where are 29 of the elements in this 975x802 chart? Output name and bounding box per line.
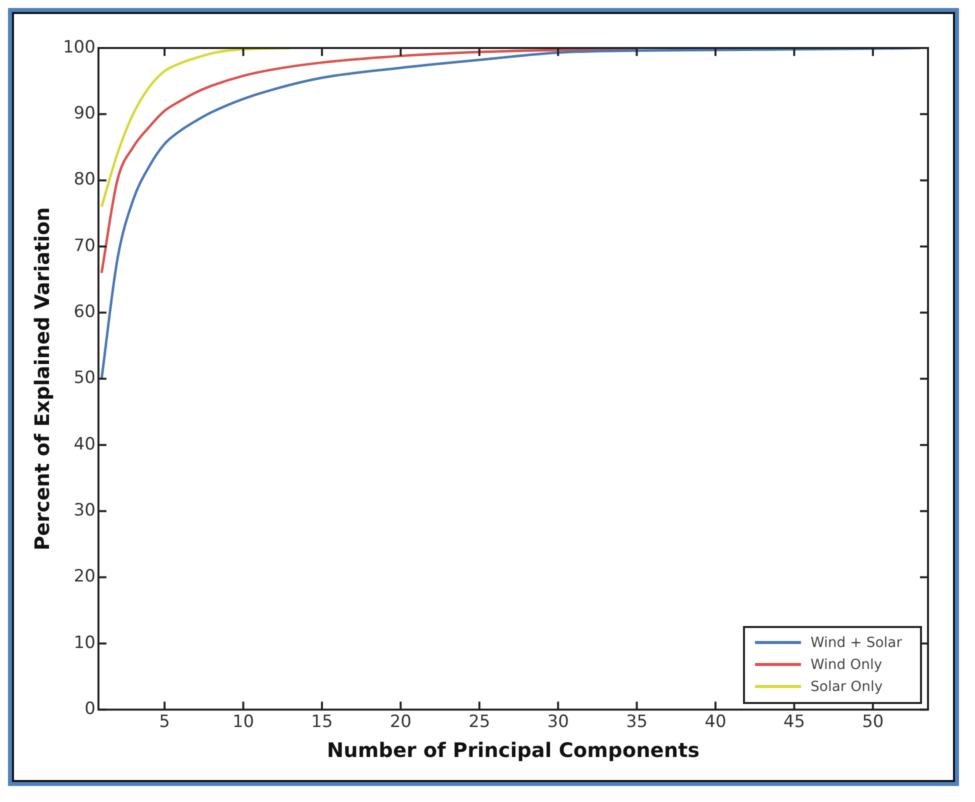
x-tick-label: 50 xyxy=(862,712,884,732)
x-tick-label: 15 xyxy=(311,712,333,732)
y-tick-label: 30 xyxy=(74,500,96,521)
y-tick-label: 60 xyxy=(74,302,96,322)
y-tick-label: 10 xyxy=(74,632,96,653)
x-tick-label: 10 xyxy=(232,712,254,732)
legend-label: Wind + Solar xyxy=(810,634,902,653)
legend-label: Wind Only xyxy=(810,656,882,675)
y-tick-label: 90 xyxy=(74,104,96,124)
x-tick-label: 5 xyxy=(159,712,170,732)
x-tick-label: 35 xyxy=(626,712,648,732)
x-tick-label: 40 xyxy=(704,712,726,732)
y-axis-title: Percent of Explained Variation xyxy=(30,207,54,550)
x-tick-label: 30 xyxy=(547,712,569,732)
x-tick-label: 25 xyxy=(468,712,490,732)
y-tick-label: 20 xyxy=(74,566,96,587)
x-tick-label: 20 xyxy=(390,712,412,732)
x-tick-label: 45 xyxy=(783,712,806,732)
x-axis-title: Number of Principal Components xyxy=(326,738,700,762)
y-tick-label: 0 xyxy=(84,699,96,720)
y-tick-label: 50 xyxy=(74,368,96,388)
y-tick-label: 40 xyxy=(74,434,96,454)
line-series xyxy=(100,48,292,208)
y-tick-label: 70 xyxy=(74,236,96,256)
line-series xyxy=(100,48,638,274)
y-tick-label: 100 xyxy=(62,37,96,58)
y-tick-label: 80 xyxy=(74,170,96,190)
line-series xyxy=(100,48,922,380)
legend-label: Solar Only xyxy=(810,678,883,697)
